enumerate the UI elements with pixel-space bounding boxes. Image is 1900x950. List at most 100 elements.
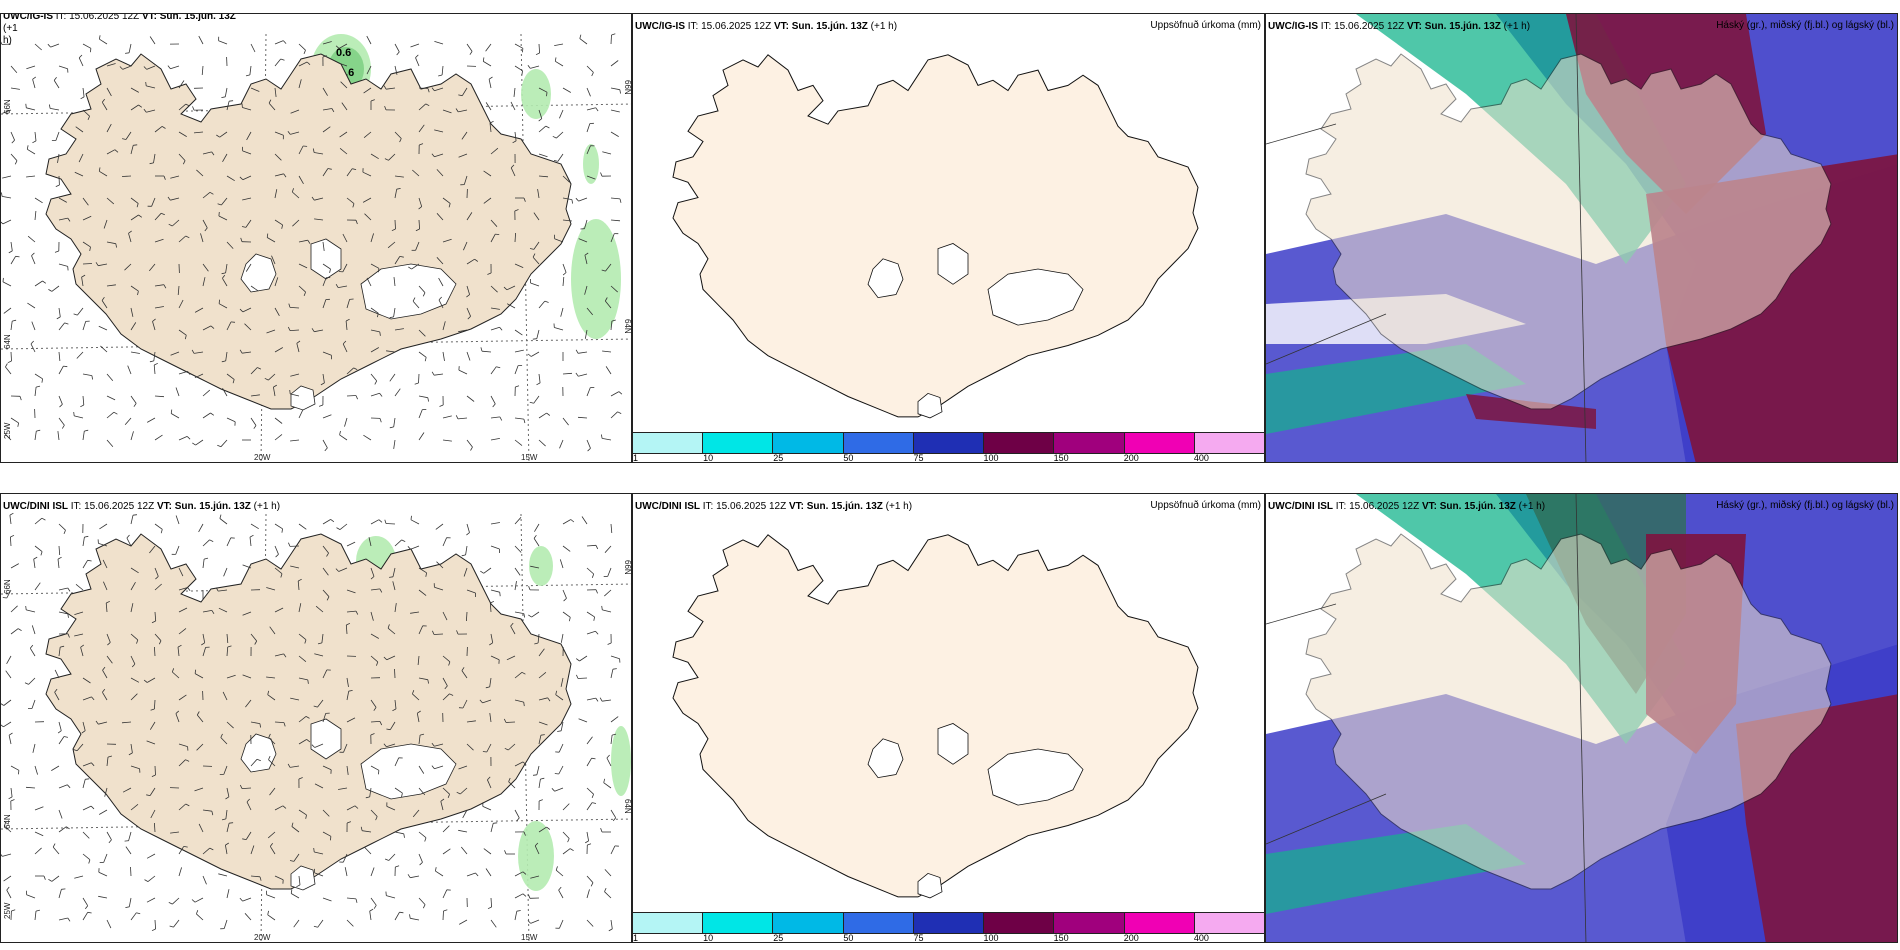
wind-barb [58, 784, 68, 789]
wind-barb [274, 87, 277, 97]
wind-barb-flag [584, 840, 589, 844]
wind-barb-flag [8, 732, 13, 736]
wind-barb [82, 43, 92, 49]
wind-barb [322, 765, 332, 771]
wind-barb [298, 875, 301, 885]
wind-barb-flag [101, 296, 105, 301]
wind-barb [202, 277, 206, 287]
wind-barb-flag [288, 542, 291, 547]
wind-barb-flag [73, 313, 78, 316]
wind-barb [434, 87, 444, 92]
wind-barb-flag [360, 826, 363, 831]
wind-barb [322, 414, 332, 419]
wind-barb [130, 655, 136, 665]
wind-barb-flag [209, 847, 214, 851]
wind-barb [536, 765, 540, 775]
glacier [290, 385, 316, 411]
wind-barb [290, 765, 300, 768]
wind-barb [610, 109, 620, 113]
wind-barb [5, 670, 12, 679]
wind-barb [226, 101, 230, 111]
wind-barb-flag [40, 551, 43, 556]
wind-barb [434, 586, 444, 591]
wind-barb-flag [151, 774, 156, 777]
wind-barb [586, 544, 597, 547]
colorbar-tick-label: 150 [1053, 453, 1069, 463]
wind-barb [154, 633, 162, 641]
wind-barb-flag [339, 430, 341, 435]
wind-barb [298, 677, 308, 681]
wind-barb-flag [567, 838, 570, 843]
wind-barb [362, 197, 372, 203]
wind-barb [225, 351, 228, 361]
precip-blob [518, 821, 554, 891]
glacier [987, 268, 1084, 326]
wind-barb [2, 109, 12, 114]
wind-barb [586, 889, 590, 899]
glacier [867, 258, 904, 299]
wind-barb-flag [533, 534, 537, 539]
wind-barb [364, 213, 372, 221]
wind-barb [245, 831, 252, 840]
precip-header: UWC/DINI ISL IT: 15.06.2025 12Z VT: Sun.… [635, 501, 912, 513]
precip-blob [611, 726, 631, 796]
wind-barb [488, 79, 492, 89]
wind-barb-flag [547, 697, 551, 702]
valid-time: VT: Sun. 15.jún. 13Z [1406, 21, 1501, 32]
wind-barb [370, 588, 380, 591]
wind-barb [458, 109, 468, 113]
wind-barb [436, 561, 444, 569]
wind-barb [196, 169, 204, 177]
wind-barb-flag [523, 197, 526, 202]
wind-barb [534, 523, 540, 532]
wind-barb [147, 875, 156, 882]
lat-label-66-right: 66N [623, 560, 632, 575]
wind-barb [244, 323, 252, 331]
wind-barb [442, 693, 450, 701]
wind-barb-flag [326, 596, 330, 601]
wind-barb [268, 737, 276, 745]
wind-barb-flag [414, 382, 419, 385]
colorbar-segment [843, 433, 914, 453]
wind-barb [415, 241, 420, 251]
wind-barb [610, 131, 619, 137]
wind-barb [106, 655, 113, 664]
wind-barb-flag [7, 360, 12, 364]
wind-barb [106, 197, 115, 205]
wind-barb [586, 175, 596, 180]
wind-barb [438, 277, 444, 287]
wind-barb-flag [305, 716, 310, 719]
wind-barb-flag [389, 576, 394, 578]
wind-barb-flag [9, 512, 14, 516]
wind-barb [490, 633, 494, 643]
wind-barb [558, 889, 564, 899]
wind-barb-flag [204, 227, 208, 232]
wind-barb [366, 65, 372, 75]
wind-barb [75, 583, 84, 591]
wind-barb [481, 350, 492, 353]
wind-barb [410, 917, 420, 921]
wind-barb-flag [324, 447, 328, 452]
wind-barb [250, 43, 256, 53]
wind-barb-flag [254, 640, 258, 645]
wind-barb-flag [395, 865, 400, 868]
wind-barb [122, 787, 132, 793]
wind-barb [267, 914, 276, 921]
lon-label-25w: 25W [3, 902, 12, 919]
wind-barb [57, 153, 60, 163]
wind-barb [586, 757, 592, 767]
wind-barb [610, 285, 618, 293]
wind-barb [506, 655, 516, 661]
wind-barb [241, 787, 252, 789]
wind-barb [418, 567, 427, 574]
wind-barb [338, 787, 348, 790]
wind-barb [128, 233, 132, 243]
wind-barb-flag [253, 425, 257, 429]
wind-barb [223, 765, 228, 775]
wind-barb [557, 153, 564, 162]
wind-barb [106, 411, 115, 419]
wind-barb [2, 281, 12, 287]
wind-barb [314, 872, 324, 877]
wind-barb [242, 564, 252, 569]
wind-barb [130, 803, 139, 811]
